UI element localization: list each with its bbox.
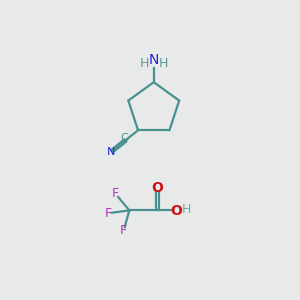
- Text: H: H: [140, 57, 149, 70]
- Text: H: H: [182, 203, 191, 216]
- Text: H: H: [158, 57, 168, 70]
- Text: N: N: [106, 148, 115, 158]
- Text: O: O: [170, 204, 182, 218]
- Text: F: F: [105, 207, 112, 220]
- Text: F: F: [120, 224, 127, 237]
- Text: F: F: [111, 187, 118, 200]
- Text: C: C: [121, 133, 129, 143]
- Text: N: N: [148, 53, 159, 67]
- Text: O: O: [151, 181, 163, 195]
